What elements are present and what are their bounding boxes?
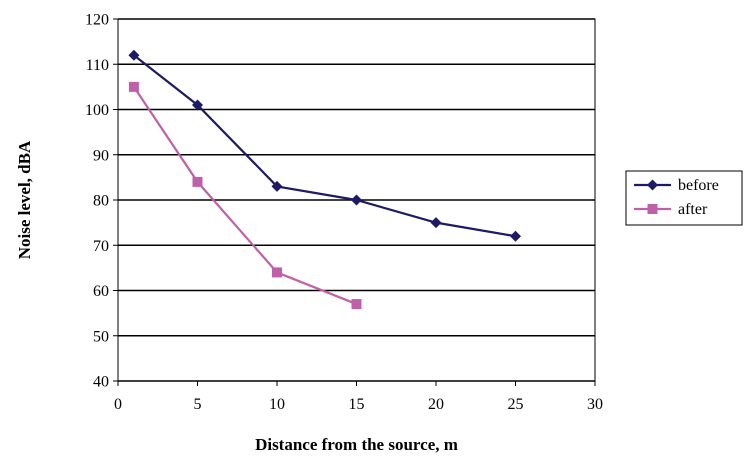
- x-tick-label: 5: [194, 396, 202, 413]
- y-axis-title: Noise level, dBA: [15, 140, 34, 259]
- y-tick-label: 50: [93, 328, 109, 345]
- data-point: [128, 49, 140, 61]
- series-line: [133, 54, 516, 238]
- y-axis-ticks: 40 50 60 70 80 90 100 110 120: [85, 12, 118, 391]
- series-after: [128, 81, 362, 310]
- legend-label: before: [678, 177, 719, 194]
- legend-marker: [647, 204, 658, 214]
- legend-marker: [647, 179, 658, 191]
- y-tick-label: 90: [93, 147, 109, 164]
- legend-item-before: before: [634, 177, 719, 194]
- legend: before after: [625, 170, 743, 226]
- data-point: [192, 176, 203, 187]
- series-before: [128, 49, 521, 242]
- y-tick-label: 120: [85, 12, 109, 29]
- x-tick-label: 15: [349, 396, 365, 413]
- x-tick-label: 30: [587, 396, 603, 413]
- x-tick-label: 25: [508, 396, 524, 413]
- data-point: [430, 217, 442, 229]
- legend-box: [625, 170, 743, 226]
- data-point: [272, 267, 282, 278]
- y-tick-label: 40: [93, 374, 109, 391]
- y-tick-label: 80: [93, 193, 109, 210]
- x-tick-label: 20: [428, 396, 444, 413]
- data-point: [128, 81, 139, 92]
- data-point: [510, 230, 521, 242]
- data-point: [271, 180, 283, 192]
- legend-label: after: [678, 201, 708, 218]
- series-layer: [128, 49, 521, 310]
- y-tick-label: 70: [93, 238, 109, 255]
- series-line: [132, 86, 357, 306]
- x-axis-title: Distance from the source, m: [255, 435, 458, 454]
- data-point: [351, 194, 362, 206]
- data-point: [192, 99, 203, 111]
- y-tick-label: 100: [85, 102, 109, 119]
- y-tick-label: 110: [86, 57, 109, 74]
- y-tick-label: 60: [93, 283, 109, 300]
- x-axis-ticks: 0 5 10 15 20 25 30: [114, 381, 603, 413]
- x-tick-label: 0: [114, 396, 122, 413]
- legend-item-after: after: [634, 201, 708, 218]
- data-point: [351, 299, 362, 310]
- x-tick-label: 10: [269, 396, 285, 413]
